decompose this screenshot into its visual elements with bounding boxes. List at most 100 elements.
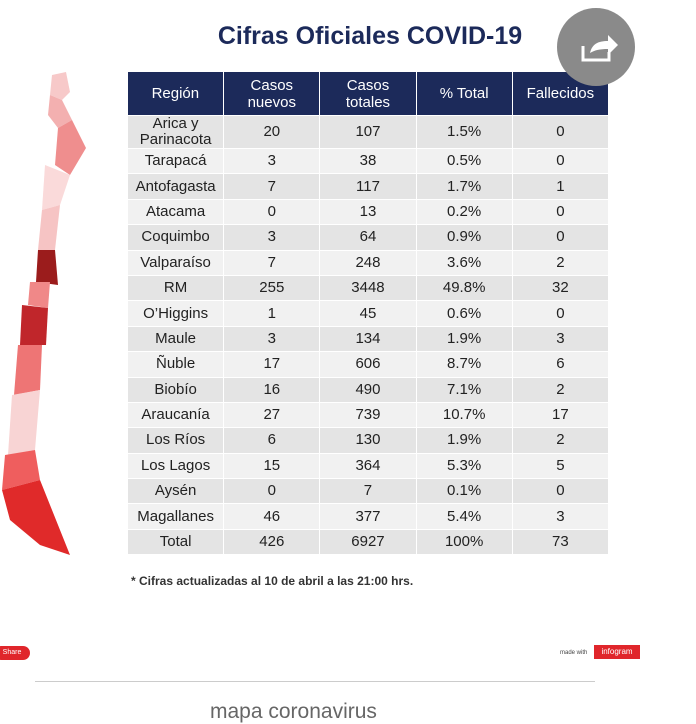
table-cell: 5	[511, 452, 610, 480]
table-cell: 100%	[415, 528, 513, 556]
table-row: Arica y Parinacota 20 107 1.5% 0	[126, 115, 610, 149]
table-cell: 0	[223, 198, 321, 226]
table-cell: 130	[319, 427, 417, 454]
table-row: Biobío 16 490 7.1% 2	[126, 376, 610, 403]
table-row: Tarapacá 3 38 0.5% 0	[126, 147, 610, 175]
brand-badge[interactable]: infogram	[594, 645, 640, 659]
table-cell: 20	[223, 115, 321, 149]
table-cell: 5.4%	[415, 503, 513, 530]
table-row: Atacama 0 13 0.2% 0	[126, 198, 610, 226]
table-cell: Arica y Parinacota	[126, 115, 225, 149]
table-cell: 27	[223, 401, 321, 429]
table-cell: 0	[511, 478, 610, 505]
table-cell: 426	[223, 528, 321, 556]
table-cell: 117	[319, 173, 417, 200]
made-with: made with	[560, 650, 588, 656]
table-row: Los Lagos 15 364 5.3% 5	[126, 452, 610, 480]
column-header: Casos totales	[319, 72, 417, 116]
region-shape	[48, 95, 72, 128]
table-cell: 0.5%	[415, 147, 513, 175]
divider	[35, 681, 595, 682]
region-shape	[2, 480, 70, 555]
table-cell: 49.8%	[415, 274, 513, 302]
table-cell: 2	[511, 427, 610, 454]
table-row: Maule 3 134 1.9% 3	[126, 325, 610, 353]
region-shape	[42, 165, 70, 210]
table-cell: 0.2%	[415, 198, 513, 226]
footnote: * Cifras actualizadas al 10 de abril a l…	[131, 574, 414, 588]
share-pill[interactable]: Share	[0, 646, 30, 660]
table-cell: 490	[319, 376, 417, 403]
table-cell: O’Higgins	[126, 300, 225, 327]
table-cell: 377	[319, 503, 417, 530]
table-cell: 1.5%	[415, 115, 513, 149]
column-header: % Total	[416, 72, 513, 116]
region-shape	[20, 305, 48, 345]
table-cell: Antofagasta	[126, 173, 225, 200]
table-row: Magallanes 46 377 5.4% 3	[126, 503, 610, 530]
table-row: Valparaíso 7 248 3.6% 2	[126, 249, 610, 276]
table-cell: Los Ríos	[126, 427, 225, 454]
table-cell: 73	[511, 528, 610, 556]
region-shape	[50, 72, 70, 100]
table-cell: 6927	[319, 528, 417, 556]
table-cell: 45	[319, 300, 417, 327]
table-cell: 32	[511, 274, 610, 302]
table-cell: 3	[511, 325, 610, 353]
table-cell: 8.7%	[415, 351, 513, 378]
table-cell: Biobío	[126, 376, 225, 403]
table-cell: 1.7%	[415, 173, 513, 200]
share-icon	[581, 35, 618, 62]
table-cell: 7	[223, 173, 321, 200]
table-cell: 0	[223, 478, 321, 505]
table-row: Total 426 6927 100% 73	[126, 528, 610, 556]
column-header: Región	[127, 72, 225, 116]
table-cell: 1.9%	[415, 325, 513, 353]
table-cell: 46	[223, 503, 321, 530]
table-cell: 13	[319, 198, 417, 226]
table-cell: 0.6%	[415, 300, 513, 327]
table-cell: 64	[319, 224, 417, 251]
share-button[interactable]	[557, 8, 635, 86]
region-shape	[55, 120, 86, 175]
table-cell: 3.6%	[415, 249, 513, 276]
bottom-text: mapa coronavirus	[210, 700, 377, 723]
table-cell: 38	[319, 147, 417, 175]
table-cell: 739	[319, 401, 417, 429]
table-cell: 17	[511, 401, 610, 429]
chile-map	[2, 72, 86, 555]
table-cell: Tarapacá	[126, 147, 225, 175]
table-cell: 2	[511, 376, 610, 403]
region-shape	[2, 450, 40, 490]
table-cell: 0	[511, 300, 610, 327]
table-cell: Ñuble	[126, 351, 225, 378]
table-row: Coquimbo 3 64 0.9% 0	[126, 224, 610, 251]
table-cell: Aysén	[126, 478, 225, 505]
table-cell: Los Lagos	[126, 452, 225, 480]
table-cell: 0.1%	[415, 478, 513, 505]
table-cell: 255	[223, 274, 321, 302]
table-cell: 0	[511, 147, 610, 175]
table-cell: 17	[223, 351, 321, 378]
table-cell: Atacama	[126, 198, 225, 226]
table-cell: 248	[319, 249, 417, 276]
table-cell: 7	[223, 249, 321, 276]
table-cell: Valparaíso	[126, 249, 225, 276]
table-row: Los Ríos 6 130 1.9% 2	[126, 427, 610, 454]
column-header: Casos nuevos	[223, 72, 321, 116]
region-shape	[8, 390, 40, 455]
table-cell: 5.3%	[415, 452, 513, 480]
table-cell: 364	[319, 452, 417, 480]
table-cell: 1.9%	[415, 427, 513, 454]
table-row: RM 255 3448 49.8% 32	[126, 274, 610, 302]
table-cell: 1	[511, 173, 610, 200]
table-cell: 3	[511, 503, 610, 530]
table-cell: 0	[511, 224, 610, 251]
table-cell: 16	[223, 376, 321, 403]
table-cell: Total	[126, 528, 225, 556]
region-shape	[14, 345, 42, 395]
table-cell: 2	[511, 249, 610, 276]
table-row: Aysén 0 7 0.1% 0	[126, 478, 610, 505]
data-table: Región Casos nuevos Casos totales% Total Fa…	[126, 72, 610, 556]
